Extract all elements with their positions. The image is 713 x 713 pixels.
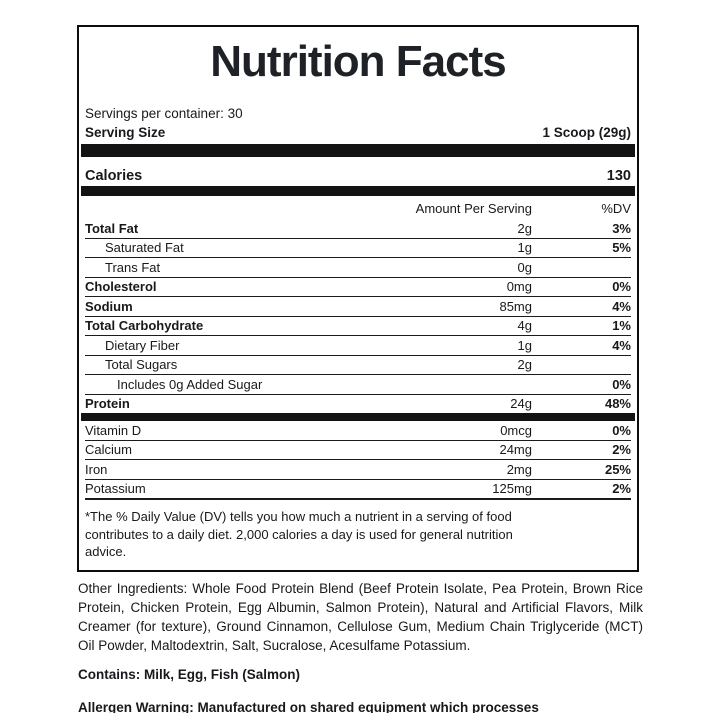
nutrient-row-total-sugars: Total Sugars 2g xyxy=(85,356,631,376)
nutrient-row-dietary-fiber: Dietary Fiber 1g 4% xyxy=(85,336,631,356)
nutrient-row-trans-fat: Trans Fat 0g xyxy=(85,258,631,278)
servings-per-container: Servings per container: 30 xyxy=(85,106,243,122)
nutrient-row-total-carbohydrate: Total Carbohydrate 4g 1% xyxy=(85,317,631,337)
other-ingredients-paragraph: Other Ingredients: Whole Food Protein Bl… xyxy=(78,580,643,653)
below-panel-text: Other Ingredients: Whole Food Protein Bl… xyxy=(78,579,643,713)
thick-divider-bar xyxy=(81,186,635,197)
nutrient-row-sodium: Sodium 85mg 4% xyxy=(85,297,631,317)
serving-size-row: Serving Size 1 Scoop (29g) xyxy=(85,125,631,141)
nutrient-row-protein: Protein 24g 48% xyxy=(85,396,631,412)
nutrient-row-saturated-fat: Saturated Fat 1g 5% xyxy=(85,239,631,259)
column-header-row: Amount Per Serving %DV xyxy=(85,196,631,219)
calories-value: 130 xyxy=(606,168,631,185)
allergen-warning: Allergen Warning: Manufactured on shared… xyxy=(78,699,539,713)
serving-size-label: Serving Size xyxy=(85,125,166,141)
amount-per-serving-header: Amount Per Serving xyxy=(415,201,532,217)
calories-label: Calories xyxy=(85,168,143,185)
panel-title: Nutrition Facts xyxy=(210,37,506,86)
thick-divider-bar xyxy=(81,144,635,158)
calories-row: Calories 130 xyxy=(85,168,631,184)
nutrition-facts-panel: Nutrition Facts Servings per container: … xyxy=(77,25,639,572)
micro-row-calcium: Calcium 24mg 2% xyxy=(85,441,631,461)
micro-row-vitamin-d: Vitamin D 0mcg 0% xyxy=(85,421,631,441)
contains-statement: Contains: Milk, Egg, Fish (Salmon) xyxy=(78,666,301,682)
nutrient-row-added-sugar: Includes 0g Added Sugar 0% xyxy=(85,375,631,395)
thick-divider-bar xyxy=(81,413,635,422)
dv-header: %DV xyxy=(601,201,631,217)
nutrient-row-cholesterol: Cholesterol 0mg 0% xyxy=(85,278,631,298)
micro-row-iron: Iron 2mg 25% xyxy=(85,460,631,480)
nutrient-row-total-fat: Total Fat 2g 3% xyxy=(85,219,631,239)
serving-size-value: 1 Scoop (29g) xyxy=(542,125,631,141)
micro-row-potassium: Potassium 125mg 2% xyxy=(85,480,631,501)
daily-value-footnote: *The % Daily Value (DV) tells you how mu… xyxy=(85,509,513,560)
